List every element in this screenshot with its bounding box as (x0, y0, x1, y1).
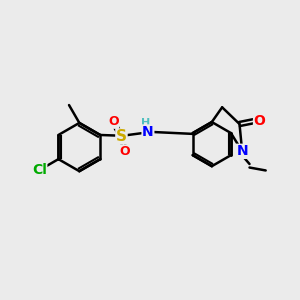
Text: Cl: Cl (32, 163, 47, 177)
Text: S: S (116, 129, 127, 144)
Text: O: O (120, 145, 130, 158)
Text: H: H (141, 118, 150, 128)
Text: O: O (108, 115, 119, 128)
Text: N: N (142, 125, 154, 139)
Text: N: N (236, 144, 248, 158)
Text: O: O (254, 114, 266, 128)
